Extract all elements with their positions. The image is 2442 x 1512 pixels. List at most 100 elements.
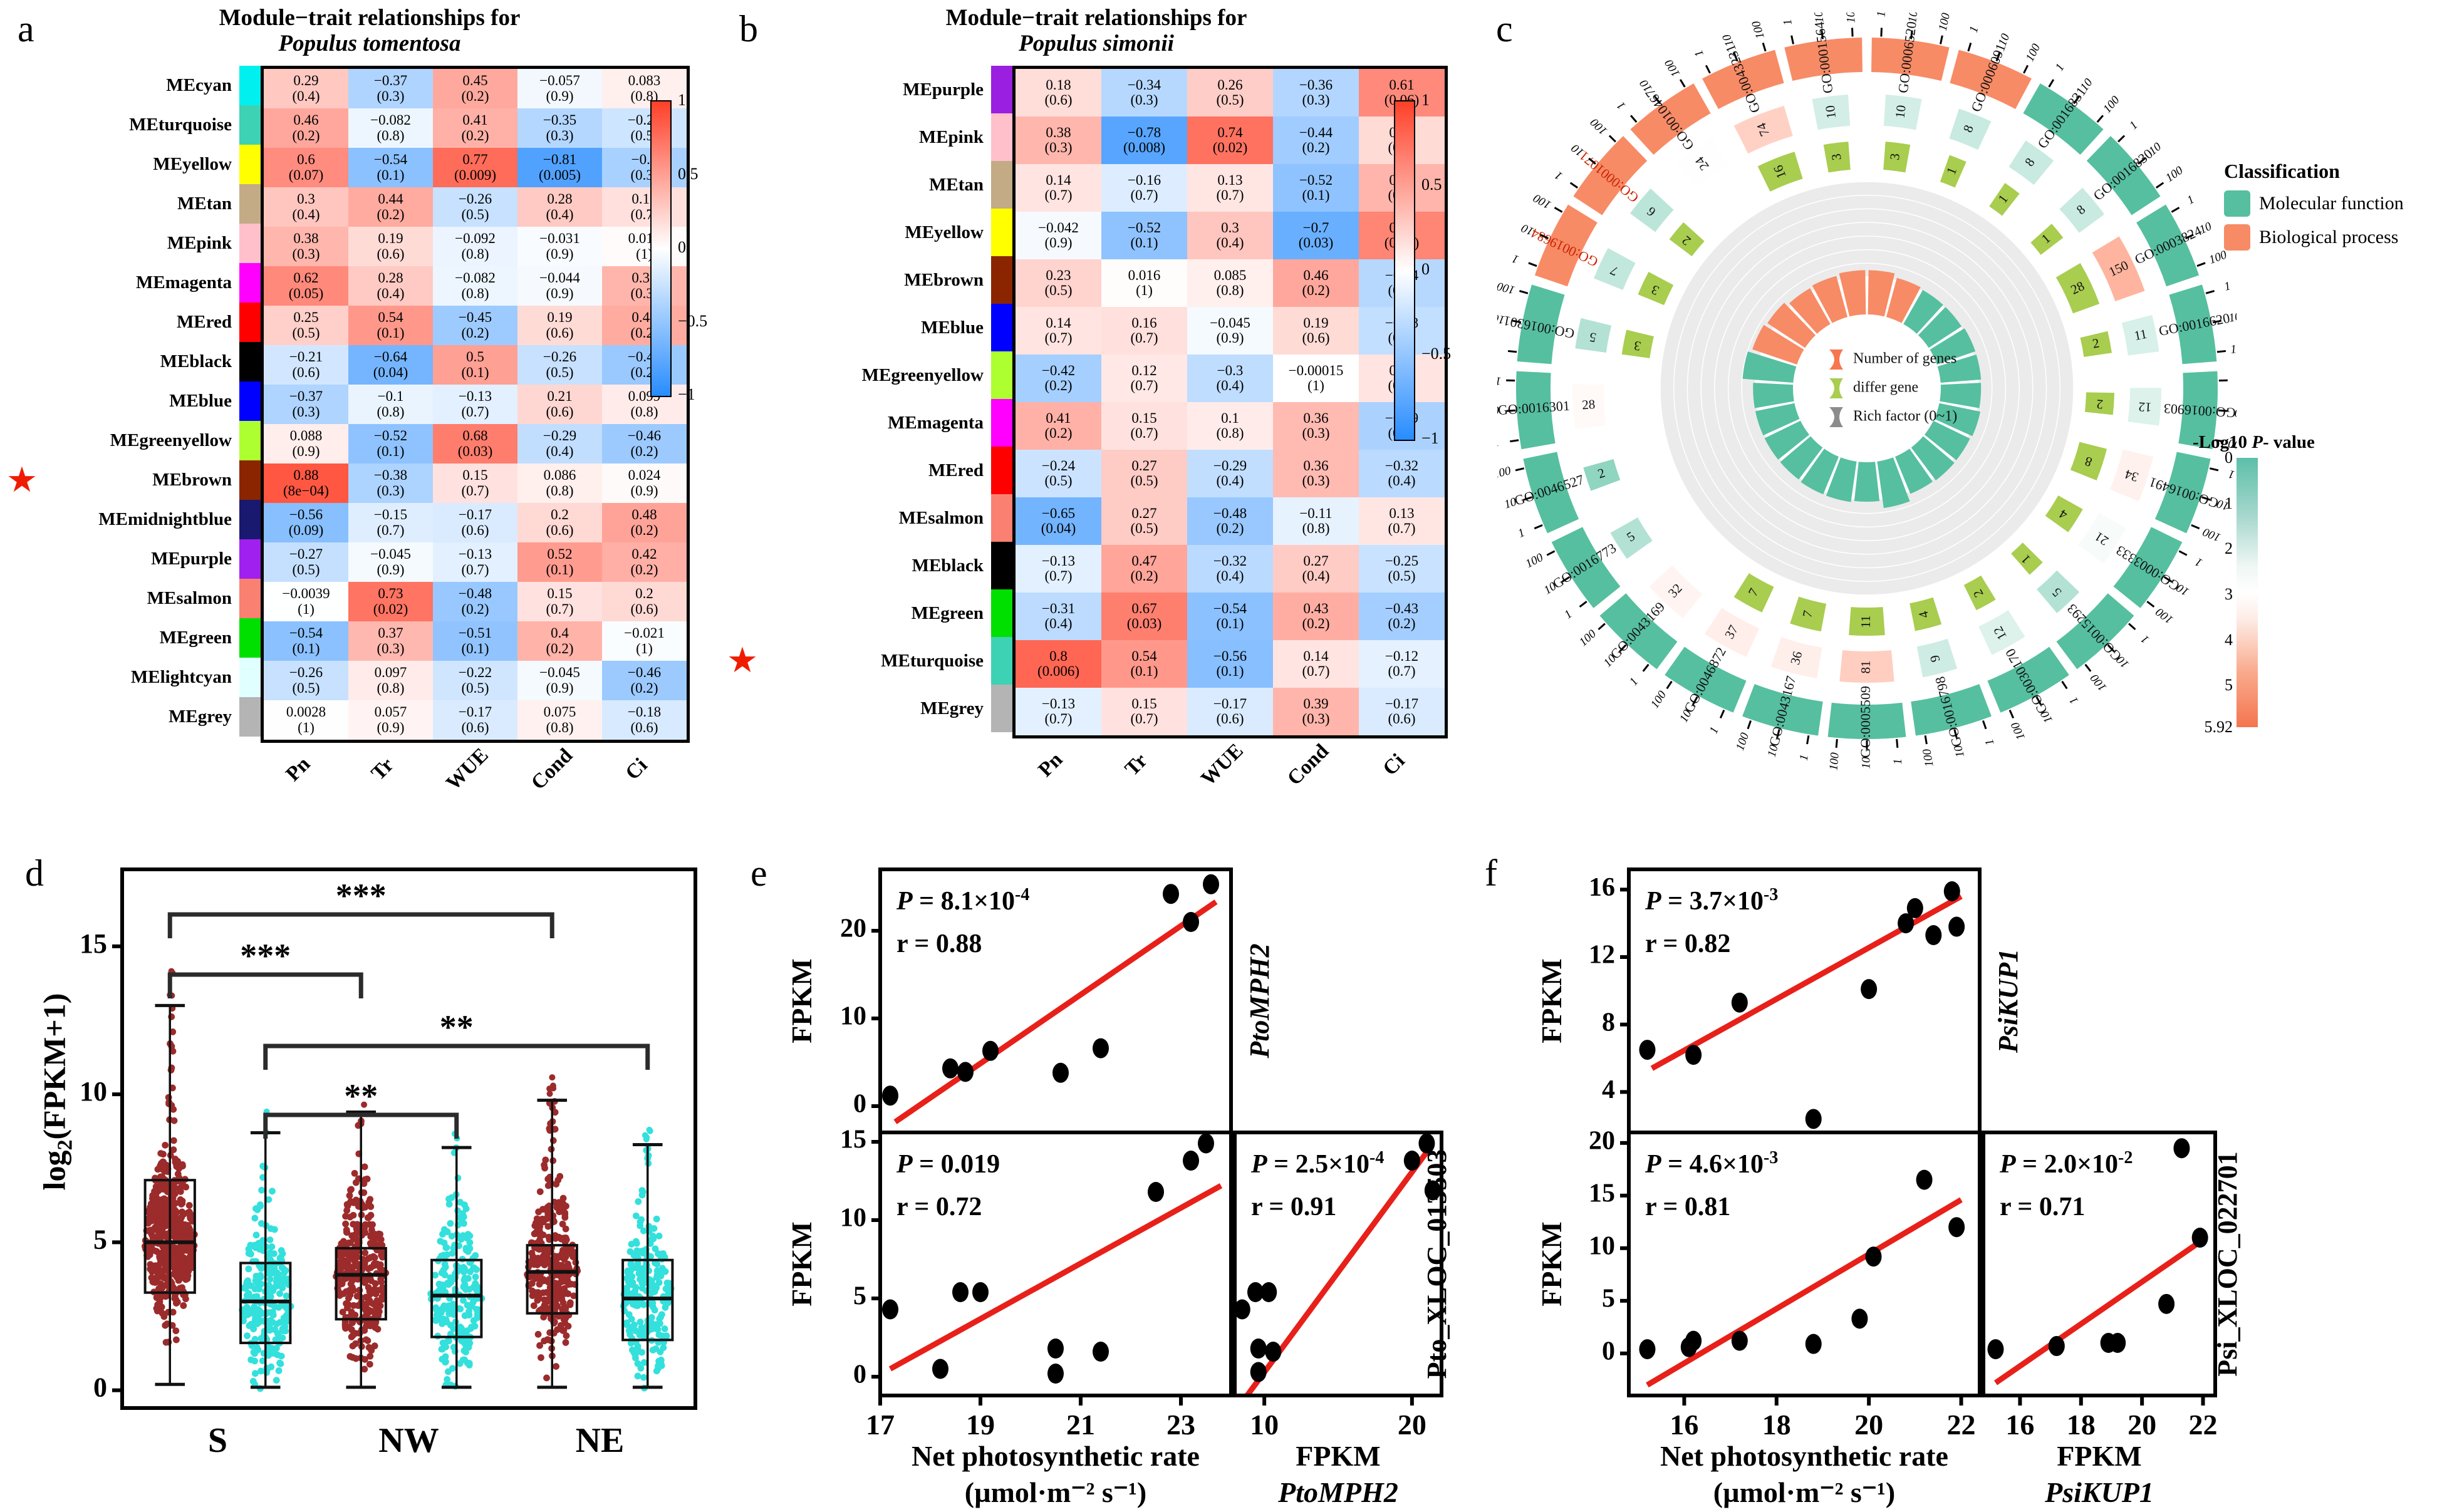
heatmap-cell[interactable]: −0.17 (0.6) [1187, 688, 1273, 735]
heatmap-cell[interactable]: 0.3 (0.4) [1187, 212, 1273, 259]
classification-arc[interactable] [1930, 328, 1976, 365]
heatmap-cell[interactable]: 0.36 (0.3) [1273, 402, 1359, 450]
gene-count-box[interactable] [1629, 189, 1674, 232]
differ-gene-box[interactable] [1849, 607, 1885, 636]
differ-gene-box[interactable] [2011, 542, 2043, 575]
heatmap-cell[interactable]: −0.057 (0.9) [517, 69, 602, 108]
gene-count-box[interactable] [1978, 610, 2025, 655]
classification-arc[interactable] [1755, 403, 1800, 436]
gene-count-box[interactable] [1916, 638, 1958, 678]
heatmap-cell[interactable]: −0.37 (0.3) [264, 385, 348, 424]
heatmap-cell[interactable]: 0.27 (0.5) [1101, 450, 1187, 497]
heatmap-cell[interactable]: −0.082 (0.8) [433, 266, 517, 306]
gene-count-box[interactable] [1733, 106, 1793, 154]
classification-arc[interactable] [1911, 436, 1955, 480]
go-term-arc[interactable] [1630, 83, 1711, 155]
heatmap-cell[interactable]: 0.097 (0.8) [348, 661, 433, 700]
go-term-arc[interactable] [2154, 452, 2211, 534]
heatmap-cell[interactable]: −0.044 (0.9) [517, 266, 602, 306]
box[interactable] [526, 1244, 578, 1315]
differ-gene-box[interactable] [2045, 495, 2083, 532]
heatmap-cell[interactable]: −0.38 (0.3) [348, 463, 433, 503]
box[interactable] [335, 1246, 387, 1321]
heatmap-cell[interactable]: 0.42 (0.2) [602, 542, 687, 582]
box[interactable] [143, 1179, 196, 1294]
go-term-arc[interactable] [2086, 136, 2161, 215]
heatmap-cell[interactable]: 0.88 (8e−04) [264, 463, 348, 503]
heatmap-cell[interactable]: −0.00015 (1) [1273, 355, 1359, 402]
go-term-arc[interactable] [1573, 136, 1648, 215]
go-term-arc[interactable] [2113, 527, 2183, 608]
go-term-arc[interactable] [1523, 452, 1579, 534]
heatmap-cell[interactable]: 0.2 (0.6) [517, 503, 602, 542]
heatmap-cell[interactable]: 0.38 (0.3) [1016, 117, 1101, 164]
classification-arc[interactable] [1764, 420, 1810, 460]
heatmap-cell[interactable]: −0.031 (0.9) [517, 227, 602, 266]
heatmap-cell[interactable]: −0.42 (0.2) [1016, 355, 1101, 402]
heatmap-cell[interactable]: −0.81 (0.005) [517, 148, 602, 187]
heatmap-cell[interactable]: 0.024 (0.9) [602, 463, 687, 503]
heatmap-cell[interactable]: −0.11 (0.8) [1273, 497, 1359, 545]
gene-count-box[interactable] [1770, 637, 1822, 679]
differ-gene-box[interactable] [1638, 271, 1674, 306]
differ-gene-box[interactable] [1940, 155, 1967, 188]
gene-count-box[interactable] [1812, 94, 1851, 130]
go-term-arc[interactable] [1599, 593, 1678, 670]
heatmap-cell[interactable]: 0.15 (0.7) [433, 463, 517, 503]
heatmap-cell[interactable]: 0.41 (0.2) [433, 108, 517, 148]
heatmap-cell[interactable]: 0.6 (0.07) [264, 148, 348, 187]
heatmap-cell[interactable]: 0.44 (0.2) [602, 306, 687, 345]
heatmap-cell[interactable]: 0.5 (0.1) [433, 345, 517, 385]
classification-arc[interactable] [1839, 270, 1866, 317]
heatmap-cell[interactable]: 0.4 (0.2) [517, 621, 602, 661]
heatmap-cell[interactable]: −0.3 (0.4) [1187, 355, 1273, 402]
heatmap-cell[interactable]: 0.15 (0.7) [517, 582, 602, 621]
heatmap-cell[interactable]: 0.48 (0.2) [602, 503, 687, 542]
gene-count-box[interactable] [1610, 517, 1653, 559]
heatmap-cell[interactable]: 0.18 (0.6) [1016, 69, 1101, 117]
heatmap-cell[interactable]: −0.52 (0.1) [1101, 212, 1187, 259]
heatmap-cell[interactable]: −0.021 (1) [602, 621, 687, 661]
heatmap-cell[interactable]: 0.44 (0.2) [348, 187, 433, 227]
go-term-arc[interactable] [2056, 593, 2134, 670]
heatmap-cell[interactable]: −0.21 (0.6) [264, 345, 348, 385]
heatmap-cell[interactable]: −0.18 (0.6) [602, 700, 687, 740]
go-term-arc[interactable] [1517, 284, 1565, 365]
heatmap-cell[interactable]: −0.52 (0.1) [348, 424, 433, 463]
gene-count-box[interactable] [2059, 187, 2105, 233]
differ-gene-box[interactable] [1669, 222, 1705, 257]
heatmap-cell[interactable]: −0.15 (0.7) [348, 503, 433, 542]
differ-gene-box[interactable] [1909, 597, 1942, 631]
gene-count-box[interactable] [1883, 94, 1922, 130]
differ-gene-box[interactable] [2070, 442, 2107, 480]
gene-count-box[interactable] [1572, 384, 1607, 430]
go-term-arc[interactable] [2023, 83, 2104, 155]
gene-count-box[interactable] [1949, 108, 1992, 150]
heatmap-cell[interactable]: 0.52 (0.1) [517, 542, 602, 582]
classification-arc[interactable] [1918, 307, 1962, 348]
heatmap-cell[interactable]: 0.019 (1) [602, 227, 687, 266]
differ-gene-box[interactable] [1790, 596, 1827, 632]
heatmap-cell[interactable]: 0.1 (0.8) [1187, 402, 1273, 450]
heatmap-cell[interactable]: −0.65 (0.04) [1016, 497, 1101, 545]
heatmap-cell[interactable]: −0.13 (0.7) [1016, 545, 1101, 593]
heatmap-cell[interactable]: −0.51 (0.1) [433, 621, 517, 661]
differ-gene-box[interactable] [1733, 573, 1774, 613]
classification-arc[interactable] [1752, 324, 1804, 365]
heatmap-cell[interactable]: −0.48 (0.2) [433, 582, 517, 621]
heatmap-cell[interactable]: 0.27 (0.4) [1273, 545, 1359, 593]
heatmap-cell[interactable]: −0.31 (0.4) [1016, 593, 1101, 640]
heatmap-cell[interactable]: 0.54 (0.1) [348, 306, 433, 345]
go-term-arc[interactable] [2178, 371, 2218, 450]
heatmap-cell[interactable]: 0.088 (0.9) [264, 424, 348, 463]
differ-gene-box[interactable] [2030, 224, 2064, 255]
go-term-arc[interactable] [1950, 49, 2032, 110]
differ-gene-box[interactable] [1963, 575, 1996, 611]
classification-arc[interactable] [1877, 457, 1910, 509]
heatmap-cell[interactable]: 0.0028 (1) [264, 700, 348, 740]
heatmap-cell[interactable]: 0.27 (0.5) [1101, 497, 1187, 545]
differ-gene-box[interactable] [1883, 142, 1911, 173]
heatmap-cell[interactable]: 0.25 (0.5) [264, 306, 348, 345]
heatmap-cell[interactable]: −0.26 (0.5) [517, 345, 602, 385]
heatmap-cell[interactable]: 0.21 (0.6) [517, 385, 602, 424]
